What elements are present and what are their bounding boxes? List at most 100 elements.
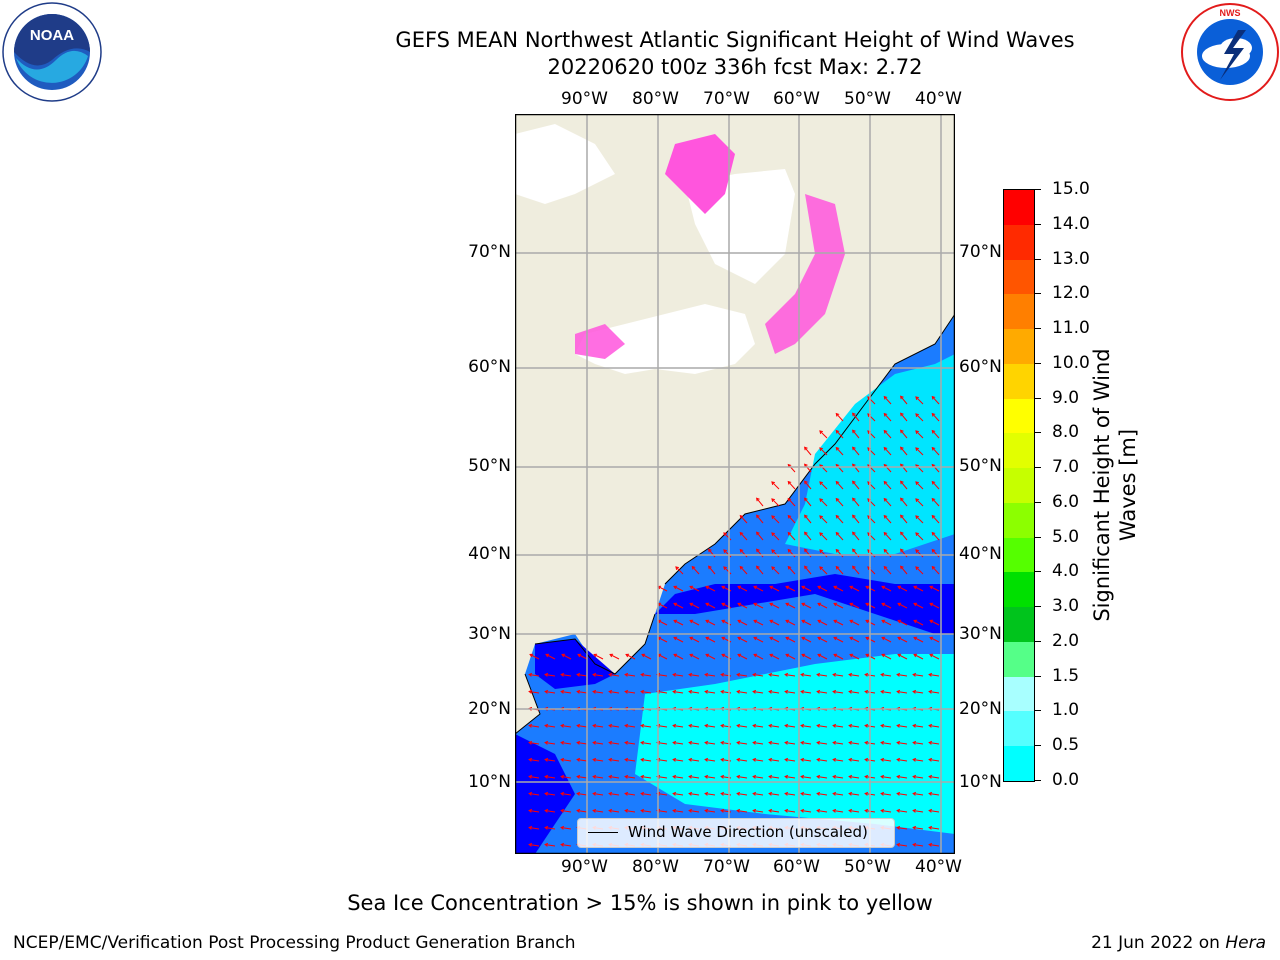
wind-wave-arrow [673,793,684,796]
wind-wave-arrow-head [896,723,901,728]
wind-wave-arrow [577,742,588,745]
wind-wave-arrow-head [800,740,805,745]
wind-wave-arrow [883,430,892,439]
wind-wave-arrow-head [883,395,888,400]
wind-wave-arrow [577,725,588,728]
wind-wave-arrow-head [913,653,918,658]
wind-wave-arrow-head [864,808,869,813]
wind-wave-arrow [673,603,684,609]
lon-label-bottom: 60°W [773,857,820,877]
wind-wave-arrow [913,674,924,677]
wind-wave-arrow [756,531,764,541]
wind-wave-arrow-head [848,672,853,677]
wind-wave-arrow-head [785,653,790,658]
wind-wave-arrow [900,395,908,405]
wind-wave-arrow-head [771,549,775,553]
wind-wave-arrow-head [929,636,934,641]
wind-wave-arrow-head [756,497,760,502]
wind-wave-arrow-head [737,619,742,624]
wind-wave-arrow [833,725,844,728]
wind-wave-arrow [705,637,716,643]
wind-wave-arrow-head [915,447,919,451]
wind-wave-arrow-head [769,602,774,607]
wind-wave-arrow [787,498,796,507]
wind-wave-arrow-head [689,653,694,658]
wind-wave-arrow-head [864,723,869,728]
colorbar-tick-mark [1034,223,1041,225]
wind-wave-arrow [817,776,828,779]
colorbar-segment [1004,537,1034,573]
wind-wave-arrow [771,481,780,490]
wind-wave-arrow [753,793,764,796]
wind-wave-arrow-head [768,689,773,694]
wind-wave-arrow [867,413,876,422]
wind-wave-arrow-head [704,757,709,762]
wind-wave-arrow [771,549,780,558]
wind-wave-arrow [769,637,780,643]
wind-wave-arrow-head [832,672,837,677]
wind-wave-arrow [867,549,876,558]
wind-wave-arrow-head [849,653,854,658]
wind-wave-arrow-head [689,636,694,641]
lon-label-bottom: 50°W [844,857,891,877]
wind-wave-arrow [673,691,684,694]
wind-wave-arrow [915,447,924,456]
wind-wave-arrow-head [561,653,566,658]
wind-wave-arrow-head [672,757,677,762]
wind-wave-arrow [849,742,860,745]
wind-wave-arrow [835,464,844,473]
wind-wave-arrow-head [900,446,904,451]
wind-wave-arrow [900,514,908,524]
wind-wave-arrow-head [704,723,709,728]
wind-wave-arrow [708,565,716,575]
colorbar-segment [1004,363,1034,400]
wind-wave-arrow [609,793,620,796]
wind-wave-arrow-head [771,566,775,570]
wind-wave-arrow [849,691,860,694]
wind-wave-arrow-head [912,808,917,813]
wind-wave-arrow-head [672,791,677,796]
colorbar-tick-mark [1034,328,1041,330]
colorbar-tick-label: 12.0 [1052,283,1090,304]
wind-wave-arrow-head [756,548,760,553]
sea-ice-labrador [765,194,845,354]
wind-wave-arrow [819,515,828,524]
wind-wave-arrow [817,793,828,796]
wind-wave-arrow-head [592,723,597,728]
wind-wave-arrow [705,603,716,609]
wind-wave-arrow [689,776,700,779]
colorbar-tick-label: 9.0 [1052,387,1080,408]
wind-wave-arrow [625,725,636,728]
wind-wave-arrow-head [560,740,565,745]
wind-wave-arrow-head [705,653,710,658]
wind-wave-arrow-head [576,740,581,745]
wind-wave-arrow [737,603,748,609]
wind-wave-arrow [691,566,700,575]
wind-wave-arrow [739,532,748,541]
wind-wave-arrow-head [848,689,853,694]
colorbar-tick-label: 7.0 [1052,457,1080,478]
wind-wave-arrow-head [928,757,933,762]
wind-wave-arrow [705,793,716,796]
wind-wave-arrow [881,776,892,779]
map-canvas [514,113,956,855]
wind-wave-arrow [705,674,716,677]
wind-wave-arrow-head [896,791,901,796]
lat-label-left: 30°N [468,624,511,644]
lat-label-right: 60°N [959,357,1002,377]
wind-wave-arrow-head [528,740,533,745]
wind-wave-arrow-head [900,480,904,485]
wind-wave-arrow [769,793,780,796]
wind-wave-arrow-head [897,585,902,590]
wind-wave-arrow [657,725,668,728]
wind-wave-arrow-head [672,740,677,745]
wind-wave-arrow-head [931,446,936,451]
wind-wave-arrow [804,531,812,541]
wind-wave-arrow-head [705,619,710,624]
wind-wave-arrow-head [720,791,725,796]
wind-wave-arrow-head [880,757,885,762]
wind-wave-arrow-head [640,689,645,694]
colorbar-segment [1004,329,1034,365]
wind-wave-arrow-head [739,514,744,519]
wind-wave-arrow-head [864,774,869,779]
